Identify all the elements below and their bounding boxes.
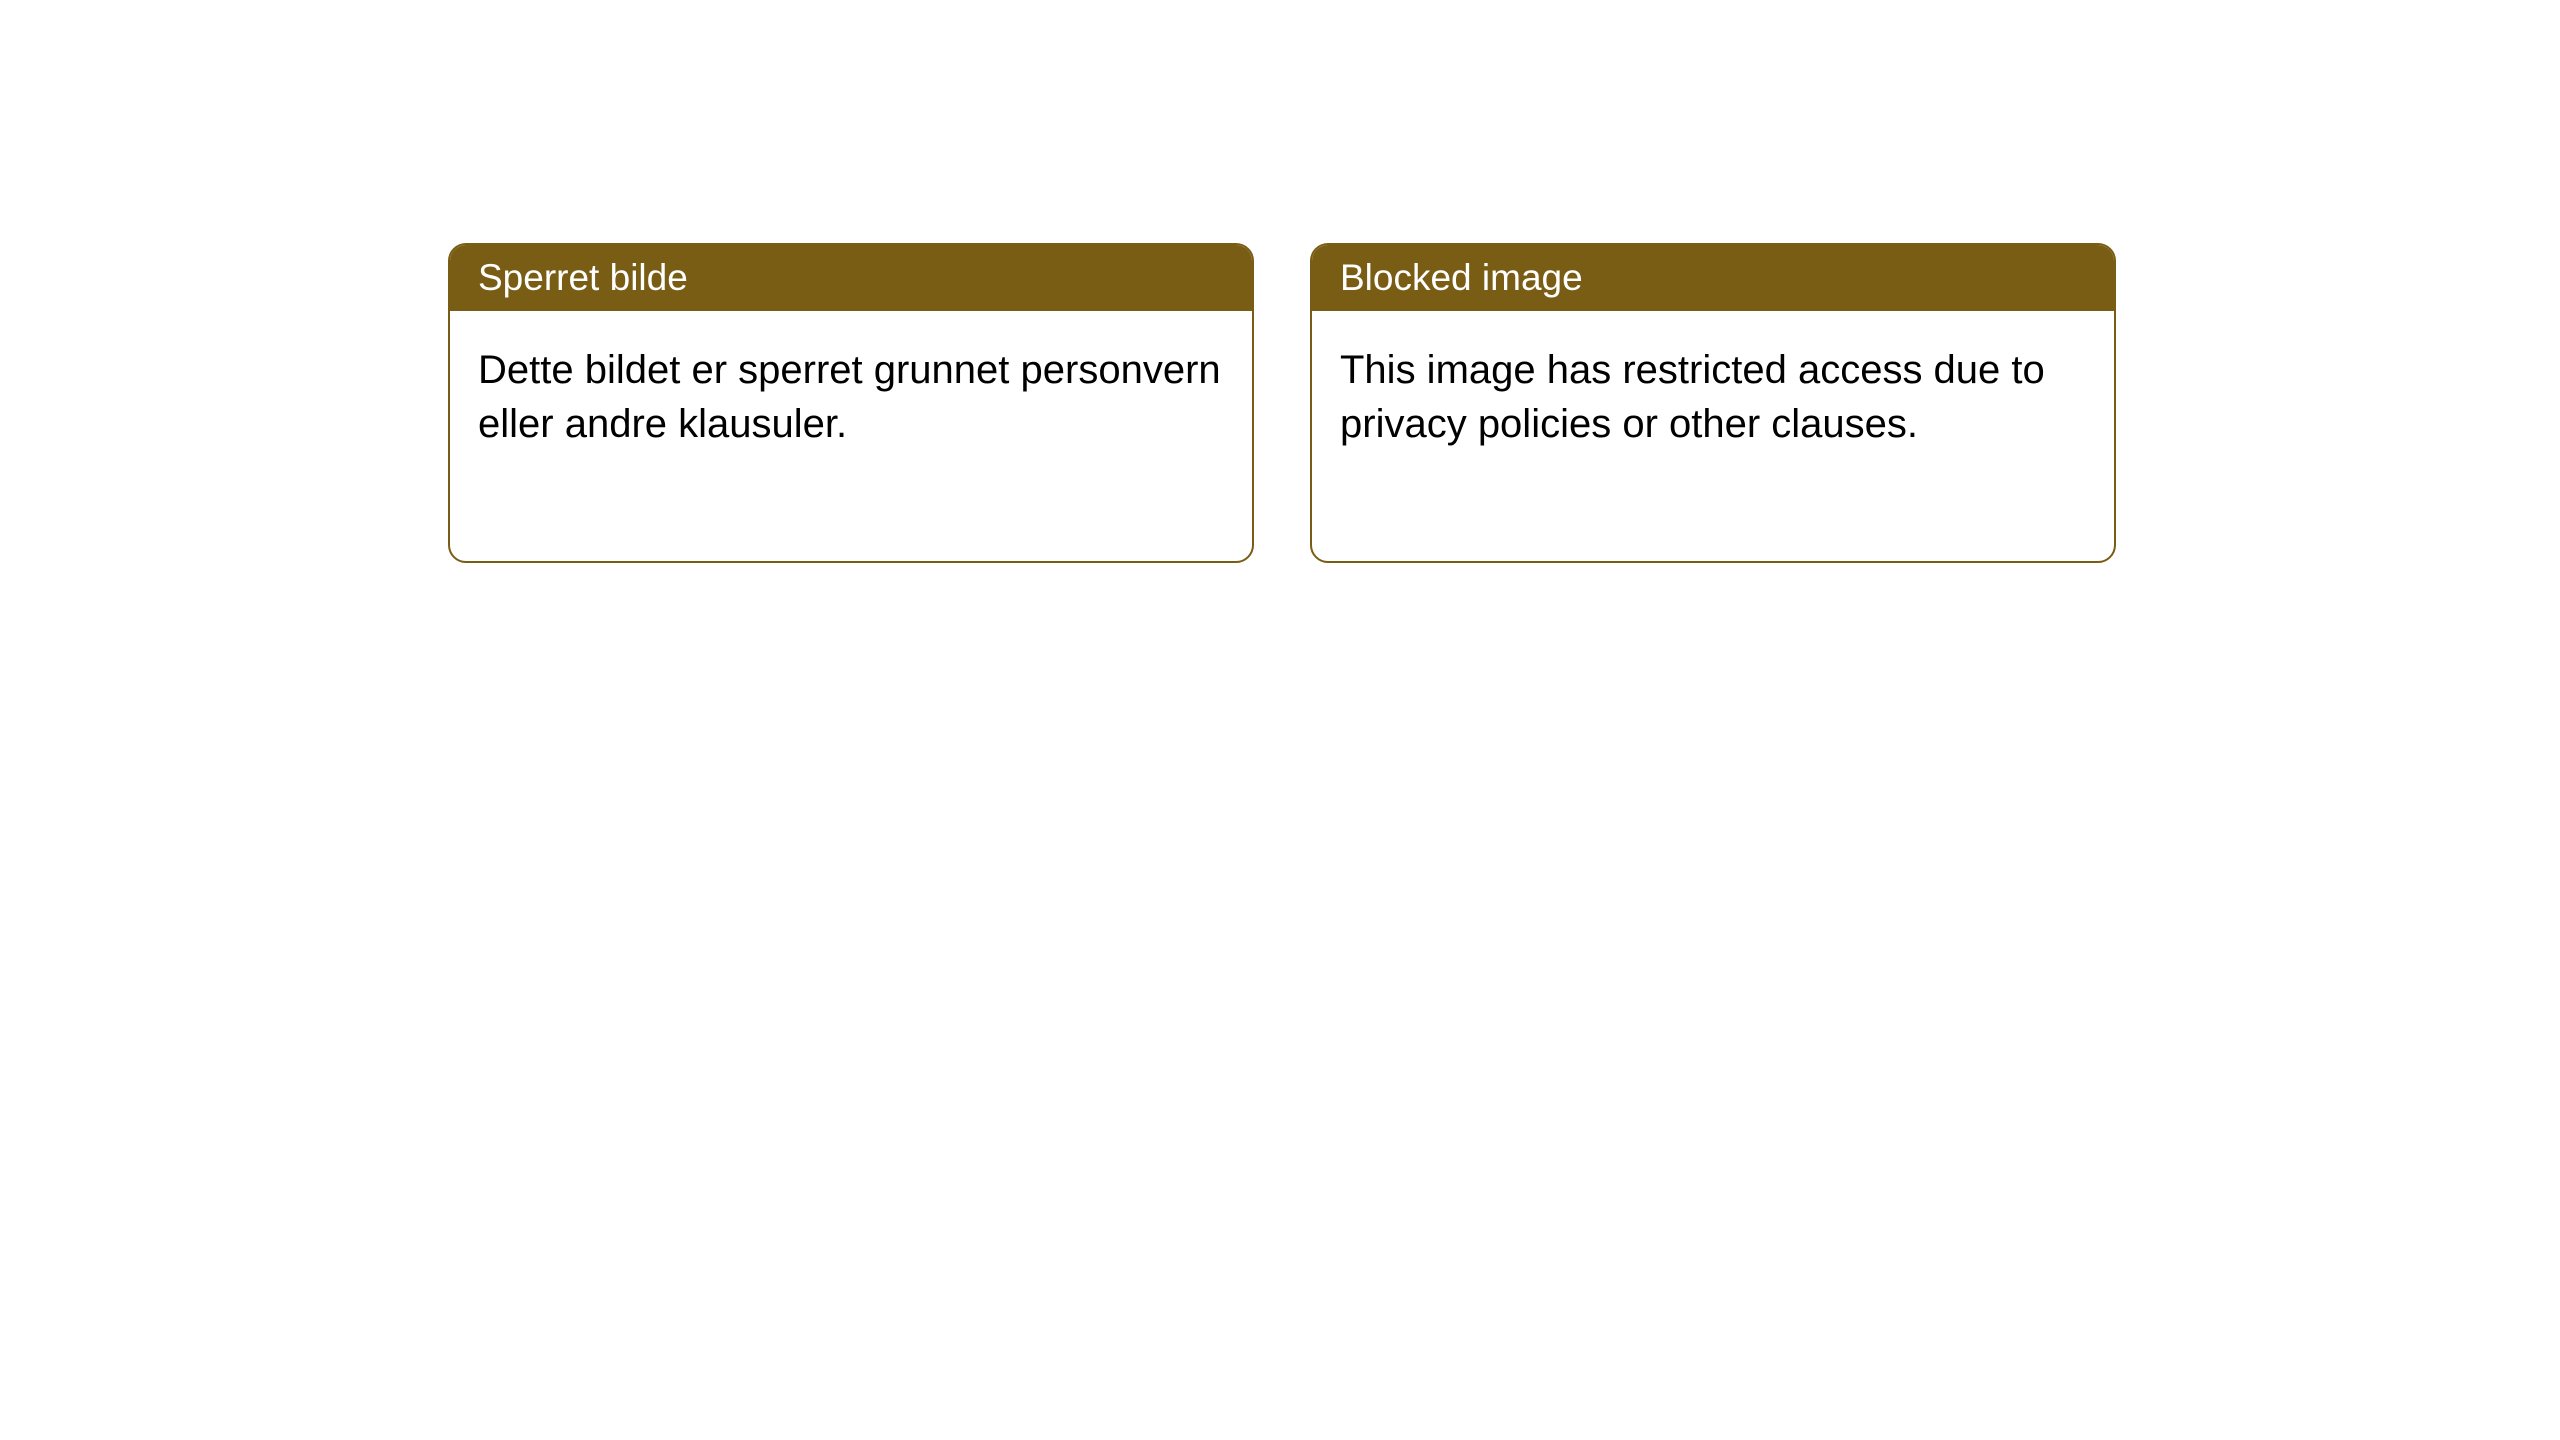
notice-card-norwegian: Sperret bilde Dette bildet er sperret gr… (448, 243, 1254, 563)
card-body: This image has restricted access due to … (1312, 311, 2114, 561)
card-title: Blocked image (1340, 257, 1583, 298)
card-header: Sperret bilde (450, 245, 1252, 311)
card-body: Dette bildet er sperret grunnet personve… (450, 311, 1252, 561)
card-header: Blocked image (1312, 245, 2114, 311)
card-body-text: This image has restricted access due to … (1340, 348, 2045, 446)
notice-card-english: Blocked image This image has restricted … (1310, 243, 2116, 563)
card-body-text: Dette bildet er sperret grunnet personve… (478, 348, 1221, 446)
notice-cards-container: Sperret bilde Dette bildet er sperret gr… (0, 0, 2560, 563)
card-title: Sperret bilde (478, 257, 688, 298)
